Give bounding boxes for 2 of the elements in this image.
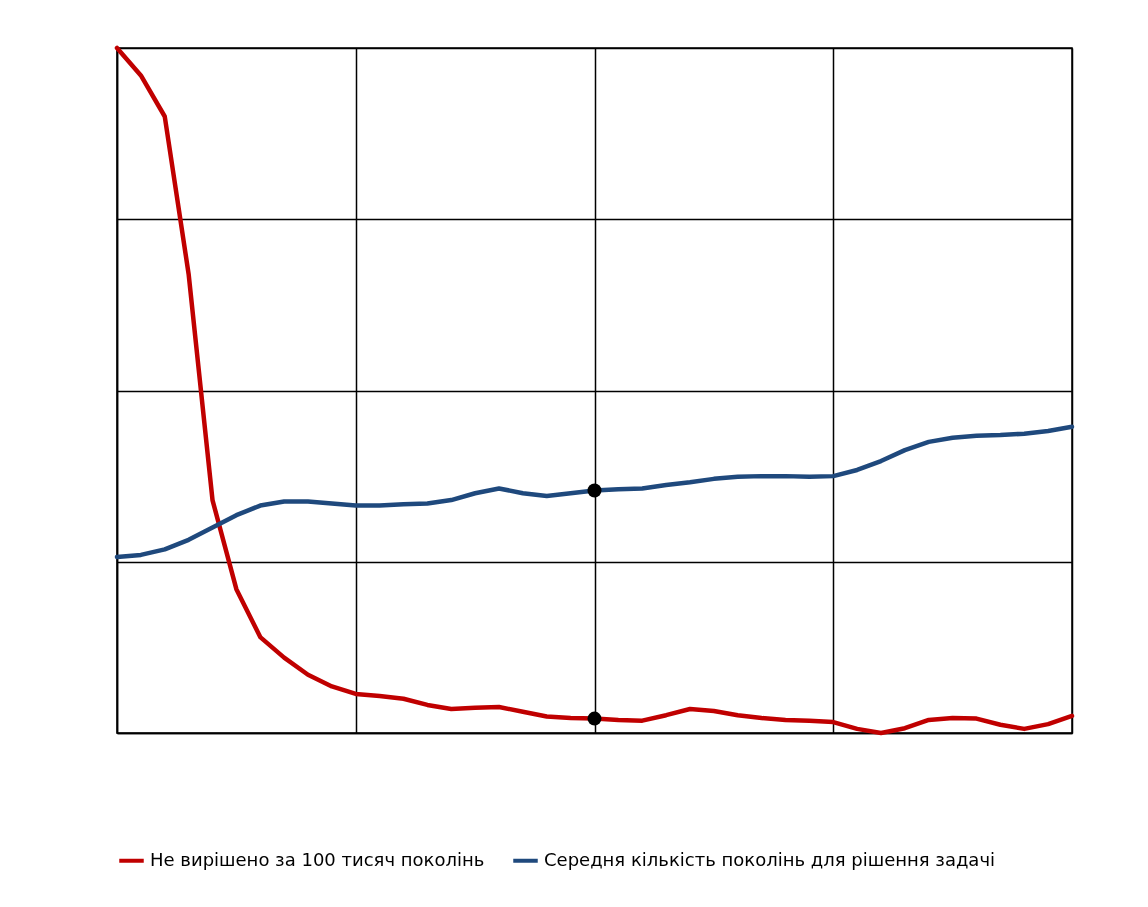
legend-label: Не вирішено за 100 тисяч поколінь — [150, 848, 485, 870]
legend-label: Середня кількість поколінь для рішення задачі — [544, 848, 996, 870]
